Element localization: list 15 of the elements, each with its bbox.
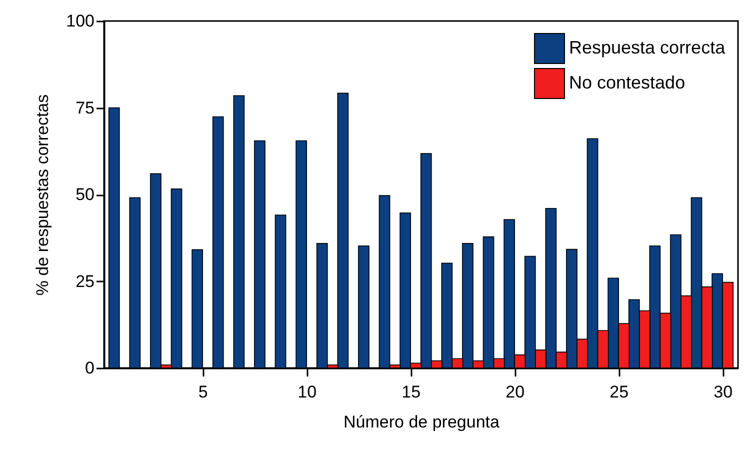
x-tick-label: 25 xyxy=(610,382,629,402)
x-tick-label: 10 xyxy=(298,382,317,402)
y-axis-title: % de respuestas correctas xyxy=(33,94,52,296)
y-tick-label: 100 xyxy=(66,12,94,30)
x-tick-label: 30 xyxy=(714,382,733,402)
y-tick-label: 25 xyxy=(76,272,94,291)
y-tick-label: 0 xyxy=(85,358,94,378)
x-tick-label: 20 xyxy=(506,382,525,402)
x-axis-title: Número de pregunta xyxy=(344,412,500,432)
x-tick-label: 15 xyxy=(402,382,421,402)
y-tick-label: 50 xyxy=(76,185,94,204)
x-tick-label: 5 xyxy=(198,382,208,402)
y-tick-label: 75 xyxy=(76,98,94,118)
legend-label: Respuesta correcta xyxy=(569,38,726,58)
legend-label: No contestado xyxy=(569,72,686,92)
